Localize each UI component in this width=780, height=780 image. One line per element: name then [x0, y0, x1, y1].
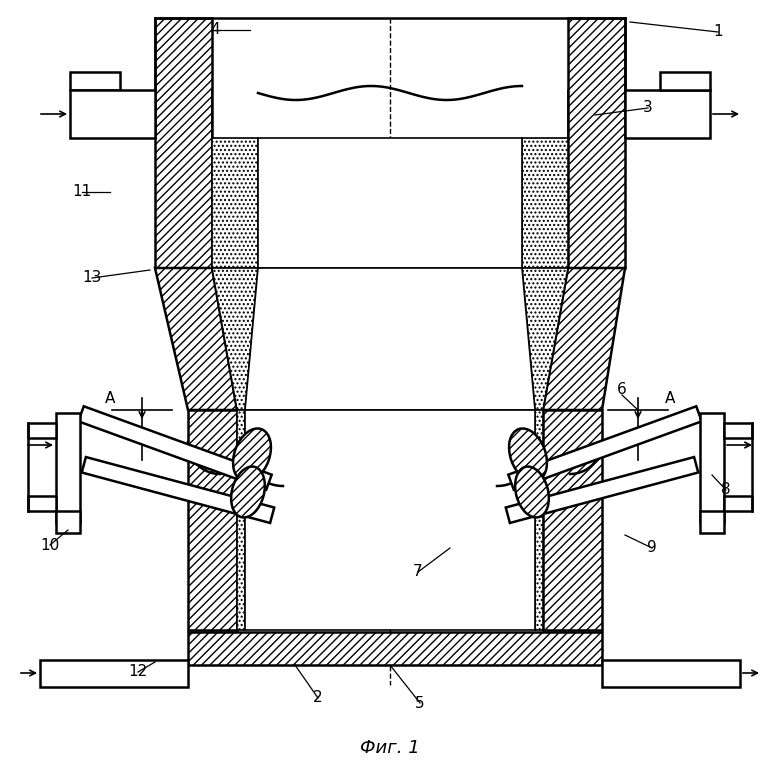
Polygon shape: [56, 511, 80, 533]
Polygon shape: [237, 410, 245, 630]
Polygon shape: [700, 511, 724, 533]
Polygon shape: [543, 410, 602, 630]
Polygon shape: [258, 138, 522, 268]
Polygon shape: [505, 457, 698, 523]
Ellipse shape: [231, 466, 265, 517]
Polygon shape: [625, 90, 710, 138]
Polygon shape: [188, 632, 602, 665]
Polygon shape: [700, 413, 724, 523]
Polygon shape: [70, 72, 120, 90]
Polygon shape: [188, 410, 237, 630]
Ellipse shape: [233, 428, 271, 481]
Polygon shape: [245, 410, 535, 630]
Text: Фиг. 1: Фиг. 1: [360, 739, 420, 757]
Polygon shape: [660, 72, 710, 90]
Text: 6: 6: [617, 382, 627, 398]
Text: 5: 5: [415, 696, 425, 711]
Polygon shape: [568, 18, 625, 268]
Text: 11: 11: [73, 185, 91, 200]
Polygon shape: [602, 660, 740, 687]
Text: 3: 3: [644, 101, 653, 115]
Polygon shape: [28, 423, 56, 438]
Polygon shape: [535, 410, 543, 630]
Text: 10: 10: [41, 537, 59, 552]
Polygon shape: [522, 268, 568, 410]
Text: A: A: [665, 391, 675, 406]
Text: 8: 8: [722, 483, 731, 498]
Text: 12: 12: [129, 665, 147, 679]
Ellipse shape: [509, 428, 547, 481]
Polygon shape: [543, 268, 625, 410]
Polygon shape: [70, 90, 155, 138]
Polygon shape: [724, 423, 752, 438]
Text: 7: 7: [413, 565, 423, 580]
Polygon shape: [212, 138, 258, 268]
Text: 1: 1: [713, 24, 723, 40]
Polygon shape: [28, 496, 56, 511]
Text: 2: 2: [314, 690, 323, 705]
Text: 9: 9: [647, 541, 657, 555]
Polygon shape: [724, 496, 752, 511]
Polygon shape: [78, 406, 271, 490]
Polygon shape: [56, 413, 80, 523]
Polygon shape: [40, 660, 188, 687]
Polygon shape: [509, 406, 702, 490]
Polygon shape: [82, 457, 275, 523]
Polygon shape: [212, 268, 258, 410]
Text: 13: 13: [83, 271, 101, 285]
Polygon shape: [155, 18, 212, 268]
Text: 4: 4: [210, 23, 220, 37]
Polygon shape: [155, 268, 237, 410]
Polygon shape: [522, 138, 568, 268]
Polygon shape: [245, 268, 535, 410]
Text: A: A: [105, 391, 115, 406]
Ellipse shape: [515, 466, 549, 517]
